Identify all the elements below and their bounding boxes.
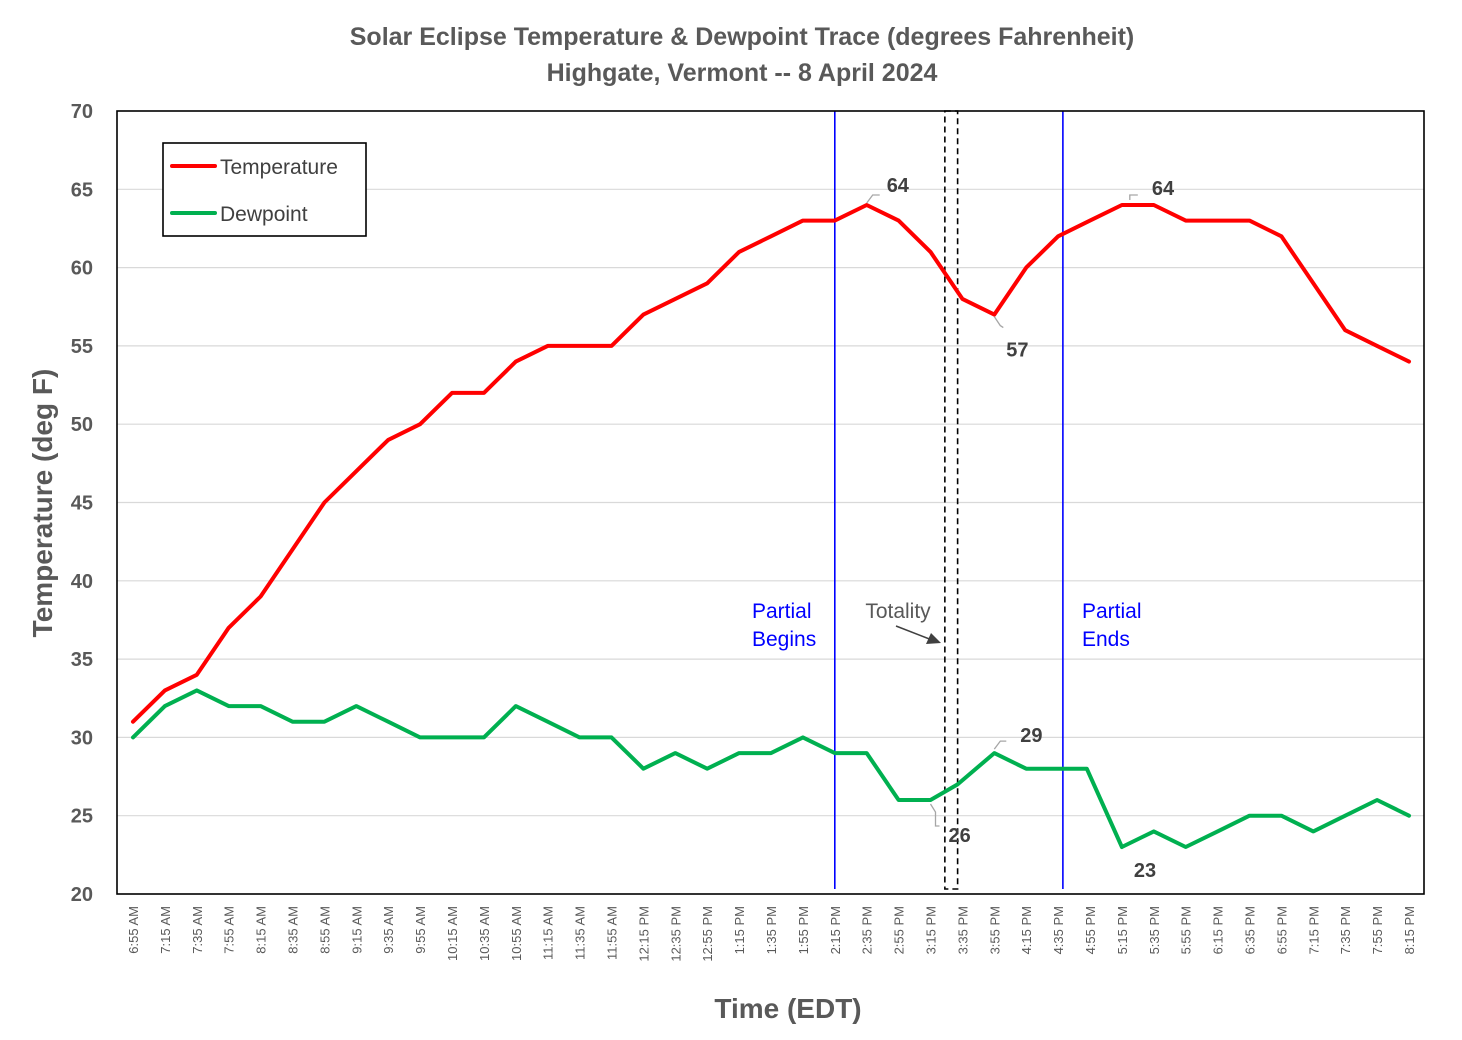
- x-tick-label: 1:55 PM: [796, 906, 811, 954]
- x-tick-label: 7:35 PM: [1338, 906, 1353, 954]
- x-tick-label: 9:55 AM: [413, 906, 428, 954]
- x-tick-label: 1:35 PM: [764, 906, 779, 954]
- x-tick-label: 7:15 AM: [158, 906, 173, 954]
- partial-begins-label: Begins: [752, 628, 816, 651]
- plot-area-border: [116, 110, 1425, 895]
- legend-label-temperature: Temperature: [220, 156, 338, 179]
- x-tick-label: 12:15 PM: [636, 906, 651, 962]
- x-tick-label: 9:15 AM: [349, 906, 364, 954]
- totality-arrow-head: [926, 633, 941, 644]
- temperature-data-label: 64: [1152, 178, 1175, 200]
- x-tick-label: 7:15 PM: [1306, 906, 1321, 954]
- x-tick-label: 7:55 PM: [1370, 906, 1385, 954]
- x-tick-label: 2:55 PM: [892, 906, 907, 954]
- x-tick-label: 3:55 PM: [987, 906, 1002, 954]
- data-label-leader: [1129, 194, 1138, 200]
- x-tick-label: 7:35 AM: [190, 906, 205, 954]
- x-tick-label: 4:55 PM: [1083, 906, 1098, 954]
- event-markers: Partial Begins Partial Ends Totality: [752, 110, 1142, 890]
- x-tick-label: 5:35 PM: [1147, 906, 1162, 954]
- x-tick-label: 6:55 PM: [1274, 906, 1289, 954]
- x-tick-label: 2:35 PM: [860, 906, 875, 954]
- x-tick-label: 10:15 AM: [445, 906, 460, 961]
- partial-begins-label: Partial: [752, 600, 812, 623]
- x-tick-label: 6:35 PM: [1243, 906, 1258, 954]
- data-labels: 64 57 64 26 29 23: [866, 175, 1175, 882]
- x-axis-title: Time (EDT): [714, 993, 861, 1024]
- axes: 20 25 30 35 40 45 50 55 60 65 70 6:55 AM 7:15 AM 7:35…: [71, 101, 1425, 962]
- y-tick-label-35: 35: [71, 649, 93, 671]
- x-tick-label: 3:35 PM: [955, 906, 970, 954]
- x-tick-label: 10:35 AM: [477, 906, 492, 961]
- y-tick-label-45: 45: [71, 493, 93, 515]
- legend: Temperature Dewpoint: [162, 142, 367, 237]
- totality-box: [944, 110, 959, 890]
- x-tick-label: 9:35 AM: [381, 906, 396, 954]
- x-tick-label: 5:55 PM: [1179, 906, 1194, 954]
- x-tick-label: 2:15 PM: [828, 906, 843, 954]
- temperature-data-label: 64: [887, 175, 910, 197]
- legend-label-dewpoint: Dewpoint: [220, 203, 308, 226]
- x-tick-label: 4:35 PM: [1051, 906, 1066, 954]
- x-tick-label: 11:15 AM: [541, 906, 556, 960]
- data-label-leader: [993, 740, 1007, 750]
- x-tick-label: 12:35 PM: [668, 906, 683, 962]
- x-tick-label: 1:15 PM: [732, 906, 747, 954]
- x-tick-label: 8:35 AM: [286, 906, 301, 954]
- x-tick-label: 5:15 PM: [1115, 906, 1130, 954]
- x-tick-label: 11:35 AM: [573, 906, 588, 960]
- y-tick-label-30: 30: [71, 727, 93, 749]
- partial-ends-label: Ends: [1082, 628, 1130, 651]
- y-tick-label-20: 20: [71, 884, 93, 906]
- y-tick-label-40: 40: [71, 571, 93, 593]
- dewpoint-data-label: 23: [1134, 860, 1156, 882]
- x-tick-label: 3:15 PM: [924, 906, 939, 954]
- chart-subtitle: Highgate, Vermont -- 8 April 2024: [547, 59, 938, 87]
- data-label-leader: [866, 194, 880, 204]
- dewpoint-data-label: 26: [949, 825, 971, 847]
- x-tick-label: 10:55 AM: [509, 906, 524, 961]
- y-tick-label-55: 55: [71, 336, 93, 358]
- x-tick-label: 7:55 AM: [222, 906, 237, 954]
- totality-arrow-shaft: [895, 625, 933, 641]
- x-tick-label: 6:55 AM: [126, 906, 141, 954]
- y-tick-label-50: 50: [71, 414, 93, 436]
- temperature-data-label: 57: [1006, 340, 1028, 362]
- y-tick-label-65: 65: [71, 179, 93, 201]
- x-tick-label: 8:55 AM: [317, 906, 332, 954]
- x-tick-label: 11:55 AM: [605, 906, 620, 960]
- dewpoint-data-label: 29: [1020, 725, 1042, 747]
- dewpoint-series-line: [131, 688, 1411, 849]
- x-tick-label: 6:15 PM: [1211, 906, 1226, 954]
- temperature-series-line: [131, 203, 1411, 724]
- y-axis-title: Temperature (deg F): [27, 369, 58, 638]
- legend-box: [162, 142, 367, 237]
- x-tick-label: 8:15 AM: [254, 906, 269, 954]
- data-series: [131, 203, 1411, 849]
- x-tick-label: 8:15 PM: [1402, 906, 1417, 954]
- y-tick-label-60: 60: [71, 258, 93, 280]
- chart-title: Solar Eclipse Temperature & Dewpoint Tra…: [350, 23, 1135, 51]
- y-tick-label-25: 25: [71, 806, 93, 828]
- x-tick-label: 4:15 PM: [1019, 906, 1034, 954]
- totality-label: Totality: [865, 600, 931, 623]
- partial-ends-label: Partial: [1082, 600, 1142, 623]
- data-label-leader: [929, 803, 940, 827]
- y-tick-label-70: 70: [71, 101, 93, 123]
- data-label-leader: [993, 316, 1004, 329]
- x-tick-label: 12:55 PM: [700, 906, 715, 962]
